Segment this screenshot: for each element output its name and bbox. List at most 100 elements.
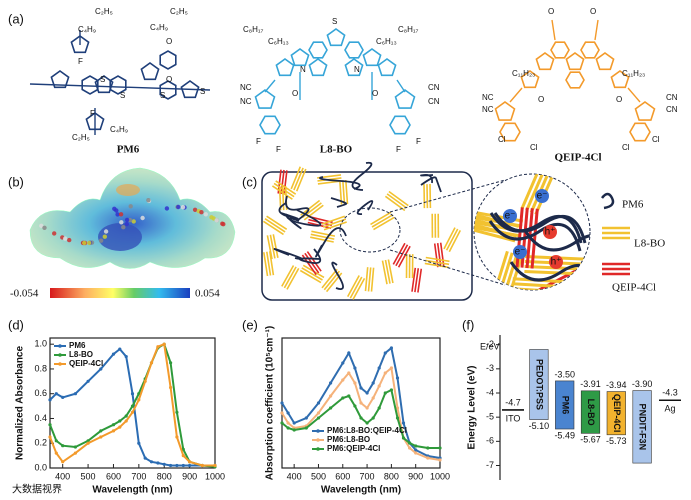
ring [94, 75, 114, 94]
x-tick-label: 500 [81, 471, 96, 481]
acceptor-fiber [448, 230, 462, 253]
data-point [316, 401, 321, 405]
data-point [124, 414, 128, 418]
donor-chain [298, 248, 322, 264]
acceptor-fiber [425, 256, 450, 263]
y-tick-label: 0.8 [34, 363, 47, 373]
data-point [292, 428, 296, 432]
ring [326, 28, 346, 47]
panel-label: (a) [8, 11, 24, 26]
electron-label: e⁻ [537, 191, 548, 202]
atom-label: C₄H₉ [150, 23, 168, 32]
x-tick-label: 900 [182, 471, 197, 481]
x-tick-label: 600 [106, 471, 121, 481]
atom-label: Cl [498, 135, 506, 144]
acceptor-fiber [303, 204, 324, 221]
atom-label: S [160, 91, 165, 100]
data-point [137, 398, 141, 402]
acceptor-fiber [345, 179, 349, 205]
data-point [181, 447, 185, 451]
atom-label: C₆H₁₃ [268, 37, 289, 46]
acceptor-fiber [370, 211, 392, 226]
donor-chain [420, 174, 434, 184]
colorbar [50, 288, 190, 298]
esp-atom [102, 234, 108, 239]
atom-label: S [332, 17, 337, 26]
y-tick-label: 0.4 [34, 413, 47, 423]
data-point [86, 439, 90, 443]
bond [594, 19, 599, 41]
acceptor-fiber [443, 227, 456, 250]
atom-label: F [256, 137, 261, 146]
esp-atom [121, 225, 126, 230]
energy-bar [606, 391, 626, 436]
data-point [99, 435, 103, 439]
acceptor-fiber [286, 268, 300, 290]
data-point [73, 392, 77, 396]
acceptor-fiber [474, 209, 520, 228]
acceptor-fiber [392, 242, 406, 265]
atom-label: C₆H₁₃ [376, 37, 397, 46]
atom-label: C₂H₅ [95, 7, 113, 16]
data-point [169, 463, 173, 468]
donor-chain [315, 227, 347, 258]
acceptor-fiber [281, 186, 285, 211]
esp-atom [214, 218, 219, 223]
donor-chain [285, 209, 322, 227]
data-point [395, 416, 400, 420]
data-point [48, 398, 52, 402]
x-tick-label: 700 [360, 471, 375, 481]
data-point [414, 448, 418, 452]
acceptor-fiber [386, 193, 408, 209]
data-point [395, 406, 400, 410]
data-point [156, 345, 160, 349]
ring [290, 48, 310, 67]
ring [344, 41, 364, 59]
data-point [54, 439, 58, 443]
zoom-region [339, 207, 401, 253]
electrode-name: ITO [506, 413, 521, 423]
esp-atom [140, 215, 145, 221]
colorbar-max: 0.054 [195, 288, 220, 300]
molecule-name: QEIP-4Cl [554, 152, 601, 164]
data-point [347, 351, 351, 355]
acceptor-fiber [269, 234, 276, 259]
atom-label: Cl [652, 135, 660, 144]
atom-label: C₈H₁₇ [398, 25, 419, 34]
data-point [286, 421, 290, 425]
atom-label: O [292, 89, 298, 98]
data-point [118, 347, 122, 351]
acceptor-fiber [370, 267, 375, 292]
ring [180, 80, 200, 99]
data-point [181, 463, 185, 468]
data-point [175, 410, 179, 414]
atom-label: Cl [530, 143, 538, 152]
atom-label: F [78, 57, 83, 66]
bar-label: PM6 [560, 396, 570, 415]
atom-label: O [166, 37, 172, 46]
acceptor-fiber [530, 208, 539, 269]
esp-atom [192, 207, 198, 212]
ring [159, 50, 177, 70]
ring [344, 58, 364, 77]
top-label: -3.90 [632, 379, 653, 389]
data-point [438, 458, 442, 462]
acceptor-fiber [349, 276, 363, 299]
acceptor-fiber [373, 216, 395, 231]
bar-label: QEIP-4Cl [612, 394, 622, 433]
data-point [111, 429, 116, 433]
top-label: -3.94 [606, 380, 627, 390]
atom-label: O [590, 7, 596, 16]
data-point [383, 391, 387, 395]
acceptor-fiber [322, 218, 347, 228]
y-tick-label: -2 [486, 339, 494, 349]
data-point [188, 463, 192, 468]
atom-label: F [90, 109, 95, 118]
legend-label: PM6:QEIP-4Cl [327, 444, 380, 453]
acceptor-fiber [295, 168, 307, 192]
y-tick-label: 1.0 [34, 339, 47, 349]
data-point [149, 361, 154, 365]
acceptor-fiber [290, 166, 302, 190]
data-point [377, 406, 381, 410]
donor-chain [319, 176, 361, 190]
